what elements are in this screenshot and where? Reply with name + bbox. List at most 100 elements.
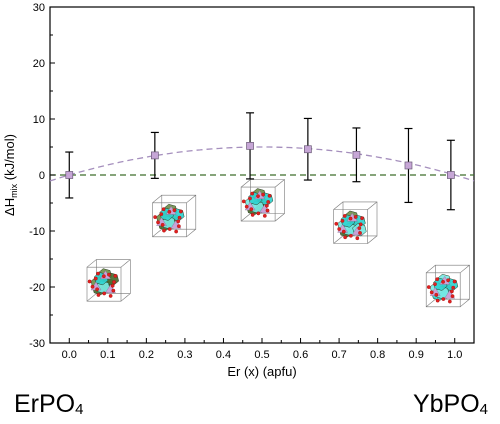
y-axis-label-unit: (kJ/mol) [2,134,17,184]
x-axis-label: Er (x) (apfu) [227,364,296,379]
oxygen-atom [107,272,111,277]
oxygen-atom [160,223,165,227]
oxygen-atom [177,215,182,220]
crystal-cell-edge [367,235,378,244]
data-point [150,131,159,179]
data-point [352,127,361,183]
x-tick-label: 1.0 [447,349,462,361]
oxygen-atom [249,207,254,212]
oxygen-atom [262,213,267,218]
crystal-cell-edge [274,213,285,222]
oxygen-atom [426,285,431,289]
oxygen-atom [111,288,116,293]
oxygen-atom [167,210,172,214]
y-axis-label-sub: mix [9,183,19,197]
crystal-cell-edge [86,293,97,302]
y-tick-label: -10 [29,226,45,238]
crystal-cell-edge [274,179,285,188]
oxygen-atom [451,285,456,290]
marker [304,145,312,154]
crystal-cell-edge [152,194,163,204]
crystal-x1 [425,264,470,308]
oxygen-atom [172,208,177,213]
crystal-cell-edge [367,201,378,210]
y-tick-label: -20 [29,282,45,294]
x-tick-label: 0.5 [254,349,269,361]
oxygen-atom [337,227,342,231]
marker [447,171,455,179]
y-tick-label: 30 [33,2,45,14]
oxygen-atom [266,200,271,204]
y-axis-label-main: ΔH [2,198,17,216]
crystal-cell-edge [86,259,97,268]
oxygen-atom [256,211,261,216]
oxygen-atom [433,282,437,286]
oxygen-atom [342,214,347,218]
x-tick-label: 0.3 [177,349,192,361]
oxygen-atom [108,294,113,298]
oxygen-atom [358,222,363,227]
oxygen-atom [241,199,246,204]
data-point [303,117,312,181]
crystal-cell-edge [333,201,344,210]
oxygen-atom [450,294,455,299]
oxygen-atom [96,293,101,297]
oxygen-atom [256,194,260,199]
x-tick-label: 0.4 [216,349,231,361]
oxygen-atom [90,284,95,289]
oxygen-atom [87,279,92,284]
oxygen-atom [265,203,269,208]
end-member-left-label: ErPO4 [14,390,84,418]
oxygen-atom [334,221,339,226]
crystal-cell-edge [240,179,251,188]
data-point [65,151,74,199]
oxygen-atom [250,191,255,196]
y-tick-label: 10 [33,114,45,126]
x-tick-label: 0.0 [62,349,77,361]
crystal-x075 [333,201,378,244]
oxygen-atom [434,293,439,297]
oxygen-atom [156,220,160,225]
oxygen-atom [343,235,347,240]
crystal-x047 [240,179,285,222]
oxygen-atom [261,192,265,197]
crystal-cell-edge [240,213,251,222]
oxygen-atom [267,193,272,198]
oxygen-atom [441,280,445,284]
oxygen-atom [358,231,362,235]
oxygen-atom [161,207,166,212]
oxygen-atom [446,278,451,283]
crystal-cell-edge [425,298,436,308]
y-tick-label: 20 [33,58,45,70]
oxygen-atom [355,236,360,241]
x-tick-label: 0.6 [293,349,308,361]
oxygen-atom [353,215,358,219]
oxygen-atom [435,277,440,282]
oxygen-atom [360,216,364,221]
oxygen-atom [174,229,179,234]
oxygen-atom [179,209,183,214]
oxygen-atom [112,280,116,284]
crystal-cell-edge [425,264,436,274]
marker [352,150,361,159]
crystal-cell-edge [459,264,470,274]
oxygen-atom [349,233,353,238]
marker [65,171,74,179]
crystal-structures [86,179,470,308]
data-point [446,139,455,211]
crystal-cell-edge [186,194,197,204]
oxygen-atom [113,274,118,278]
oxygen-atom [110,283,115,288]
marker [246,142,254,150]
oxygen-atom [162,228,166,233]
oxygen-atom [176,219,181,224]
marker [404,161,413,170]
crystal-cell-front [240,186,276,222]
oxygen-atom [447,299,452,304]
oxygen-atom [153,215,157,219]
x-tick-label: 0.7 [331,349,346,361]
oxygen-atom [341,229,346,234]
oxygen-atom [177,224,181,229]
oxygen-atom [429,290,434,295]
